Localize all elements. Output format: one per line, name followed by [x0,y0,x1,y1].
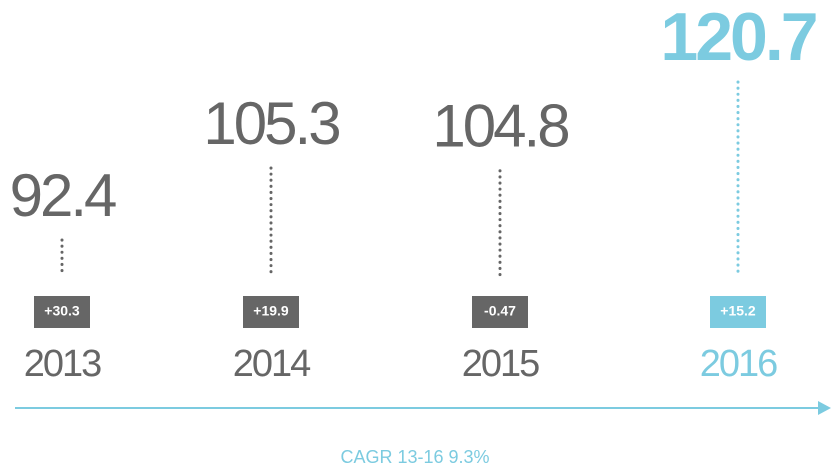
change-label: +30.3 [44,303,80,319]
value-label: 105.3 [203,90,339,157]
change-badge [34,296,90,328]
year-label: 2016 [700,343,777,385]
year-label: 2014 [233,343,311,385]
year-label: 2015 [462,343,539,385]
change-badge [710,296,766,328]
change-badge [472,296,528,328]
value-label: 92.4 [10,162,116,229]
value-label: 120.7 [660,0,815,75]
change-label: +15.2 [720,303,756,319]
change-label: -0.47 [484,303,516,319]
change-label: +19.9 [253,303,289,319]
annotation: CAGR 13-16 9.3% [340,447,489,467]
change-badge [243,296,299,328]
value-label: 104.8 [432,93,568,160]
year-label: 2013 [24,343,101,385]
timeline-arrowhead [818,401,831,415]
